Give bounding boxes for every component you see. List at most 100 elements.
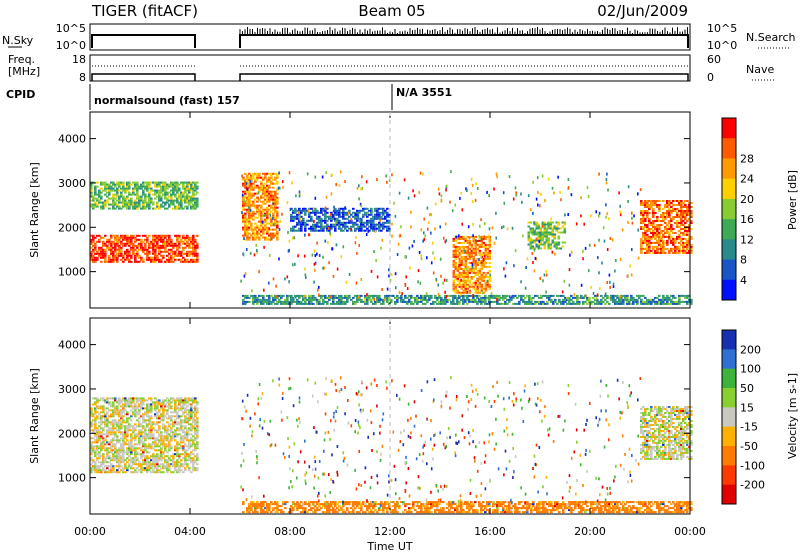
heatmap-cell	[370, 298, 373, 301]
heatmap-cell	[460, 259, 464, 262]
heatmap-cell	[154, 250, 157, 253]
heatmap-cell	[303, 254, 306, 258]
heatmap-cell	[134, 252, 137, 255]
heatmap-cell	[466, 251, 470, 254]
heatmap-cell	[112, 425, 115, 428]
heatmap-cell	[246, 238, 249, 241]
heatmap-cell	[652, 233, 655, 236]
heatmap-cell	[344, 296, 347, 299]
heatmap-cell	[172, 201, 175, 204]
heatmap-cell	[654, 220, 657, 222]
heatmap-cell	[146, 203, 149, 206]
heatmap-cell	[266, 190, 269, 193]
heatmap-cell	[627, 185, 630, 189]
heatmap-cell	[134, 248, 137, 251]
heatmap-cell	[547, 222, 549, 226]
heatmap-cell	[462, 273, 466, 276]
heatmap-cell	[120, 240, 123, 243]
heatmap-cell	[92, 250, 95, 253]
heatmap-cell	[688, 241, 691, 244]
heatmap-cell	[604, 292, 607, 296]
heatmap-cell	[520, 280, 522, 284]
heatmap-cell	[342, 221, 345, 224]
heatmap-cell	[104, 254, 107, 257]
heatmap-cell	[144, 445, 147, 448]
heatmap-cell	[180, 205, 183, 208]
heatmap-cell	[186, 189, 189, 192]
heatmap-cell	[128, 401, 131, 404]
heatmap-cell	[662, 300, 665, 303]
heatmap-cell	[477, 297, 480, 301]
heatmap-cell	[260, 218, 263, 221]
heatmap-cell	[450, 300, 453, 303]
heatmap-cell	[122, 405, 125, 408]
heatmap-cell	[630, 296, 633, 299]
heatmap-cell	[144, 193, 147, 196]
heatmap-cell	[472, 241, 476, 244]
heatmap-cell	[466, 241, 470, 244]
heatmap-cell	[464, 265, 468, 268]
heatmap-cell	[308, 207, 311, 210]
heatmap-cell	[100, 469, 103, 472]
heatmap-cell	[120, 183, 123, 186]
heatmap-cell	[354, 229, 357, 232]
heatmap-cell	[482, 275, 485, 279]
heatmap-cell	[98, 445, 101, 448]
heatmap-cell	[372, 302, 375, 305]
heatmap-cell	[288, 239, 291, 243]
heatmap-cell	[252, 210, 255, 213]
heatmap-cell	[104, 437, 107, 440]
heatmap-cell	[148, 409, 151, 412]
heatmap-cell	[462, 296, 465, 299]
heatmap-cell	[684, 228, 687, 230]
heatmap-cell	[138, 201, 141, 204]
heatmap-cell	[160, 260, 163, 263]
heatmap-cell	[286, 300, 289, 303]
heatmap-cell	[454, 302, 457, 305]
heatmap-cell	[304, 225, 307, 228]
heatmap-cell	[452, 251, 456, 254]
heatmap-cell	[162, 183, 165, 186]
heatmap-cell	[637, 256, 640, 260]
heatmap-cell	[306, 298, 309, 301]
heatmap-cell	[96, 411, 99, 414]
heatmap-cell	[660, 245, 663, 248]
heatmap-cell	[476, 263, 480, 266]
heatmap-cell	[118, 250, 121, 253]
heatmap-cell	[176, 240, 179, 243]
heatmap-cell	[150, 181, 153, 184]
heatmap-cell	[334, 219, 337, 222]
heatmap-cell	[690, 243, 693, 246]
heatmap-cell	[476, 261, 480, 264]
heatmap-cell	[170, 260, 173, 263]
heatmap-cell	[539, 247, 543, 250]
heatmap-cell	[196, 246, 199, 249]
heatmap-cell	[102, 427, 105, 430]
heatmap-cell	[268, 232, 271, 235]
heatmap-cell	[664, 228, 667, 230]
heatmap-cell	[314, 298, 317, 301]
heatmap-cell	[450, 170, 452, 174]
heatmap-cell	[296, 294, 299, 297]
heatmap-cell	[552, 302, 555, 305]
heatmap-cell	[178, 240, 181, 243]
heatmap-cell	[258, 210, 261, 213]
heatmap-cell	[543, 233, 547, 236]
heatmap-cell	[132, 457, 135, 460]
heatmap-cell	[130, 203, 133, 206]
heatmap-cell	[274, 198, 277, 201]
heatmap-cell	[382, 225, 385, 228]
heatmap-cell	[451, 209, 454, 213]
heatmap-cell	[587, 195, 590, 198]
heatmap-cell	[686, 296, 689, 299]
heatmap-cell	[378, 298, 381, 301]
heatmap-cell	[475, 239, 477, 243]
heatmap-cell	[656, 232, 659, 234]
y-tick-label: 1000	[58, 266, 86, 279]
heatmap-cell	[104, 413, 107, 416]
heatmap-cell	[116, 409, 119, 412]
heatmap-cell	[466, 189, 468, 192]
heatmap-cell	[314, 229, 317, 232]
heatmap-cell	[654, 233, 657, 236]
heatmap-cell	[454, 203, 456, 207]
